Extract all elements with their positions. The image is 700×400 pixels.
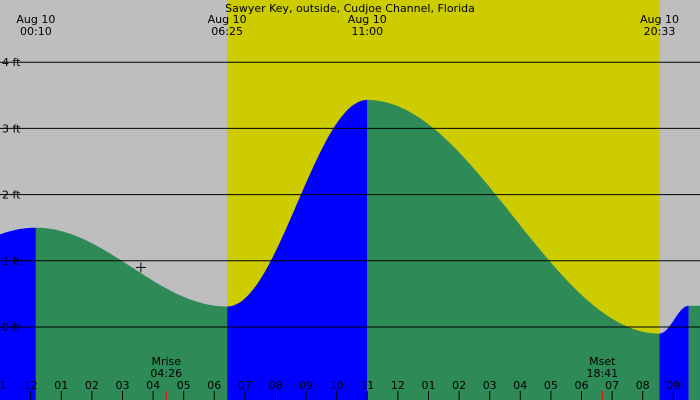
event-date-label: Aug 10 (208, 13, 247, 26)
x-tick-label: 12 (391, 379, 405, 392)
x-tick-label: 11 (360, 379, 374, 392)
event-time-label: 11:00 (351, 25, 383, 38)
x-tick-label: 09 (666, 379, 680, 392)
x-tick-label: 05 (177, 379, 191, 392)
x-tick-label: 01 (54, 379, 68, 392)
moon-event-label: Mset (589, 355, 616, 368)
x-tick-label: 07 (605, 379, 619, 392)
y-tick-label: 0 ft (2, 321, 21, 334)
tide-rising-area (227, 99, 368, 400)
x-tick-label: 06 (575, 379, 589, 392)
x-tick-label: 02 (452, 379, 466, 392)
x-tick-label: 1 (0, 379, 7, 392)
moon-event-label: Mrise (151, 355, 181, 368)
tide-falling-area (688, 305, 700, 400)
x-tick-label: 04 (513, 379, 527, 392)
x-tick-label: 03 (116, 379, 130, 392)
chart-title: Sawyer Key, outside, Cudjoe Channel, Flo… (225, 2, 475, 15)
x-tick-label: 08 (269, 379, 283, 392)
tide-rising-area (0, 227, 36, 400)
moon-time-label: 04:26 (150, 367, 182, 380)
x-tick-label: 09 (299, 379, 313, 392)
y-tick-label: 1 ft (2, 255, 21, 268)
x-tick-label: 06 (207, 379, 221, 392)
x-tick-label: 01 (422, 379, 436, 392)
y-tick-label: 2 ft (2, 189, 21, 202)
event-time-label: 00:10 (20, 25, 52, 38)
x-tick-label: 07 (238, 379, 252, 392)
x-tick-label: 08 (636, 379, 650, 392)
x-tick-label: 03 (483, 379, 497, 392)
event-time-label: 20:33 (644, 25, 676, 38)
event-date-label: Aug 10 (640, 13, 679, 26)
tide-falling-area (35, 227, 228, 400)
y-tick-label: 3 ft (2, 122, 21, 135)
moon-time-label: 18:41 (586, 367, 618, 380)
event-time-label: 06:25 (211, 25, 243, 38)
x-tick-label: 12 (24, 379, 38, 392)
event-date-label: Aug 10 (348, 13, 387, 26)
tide-falling-area (367, 99, 660, 400)
x-tick-label: 10 (330, 379, 344, 392)
event-date-label: Aug 10 (16, 13, 55, 26)
x-tick-label: 04 (146, 379, 160, 392)
x-tick-label: 05 (544, 379, 558, 392)
y-tick-label: 4 ft (2, 56, 21, 69)
tide-rising-area (659, 305, 689, 400)
x-tick-label: 02 (85, 379, 99, 392)
